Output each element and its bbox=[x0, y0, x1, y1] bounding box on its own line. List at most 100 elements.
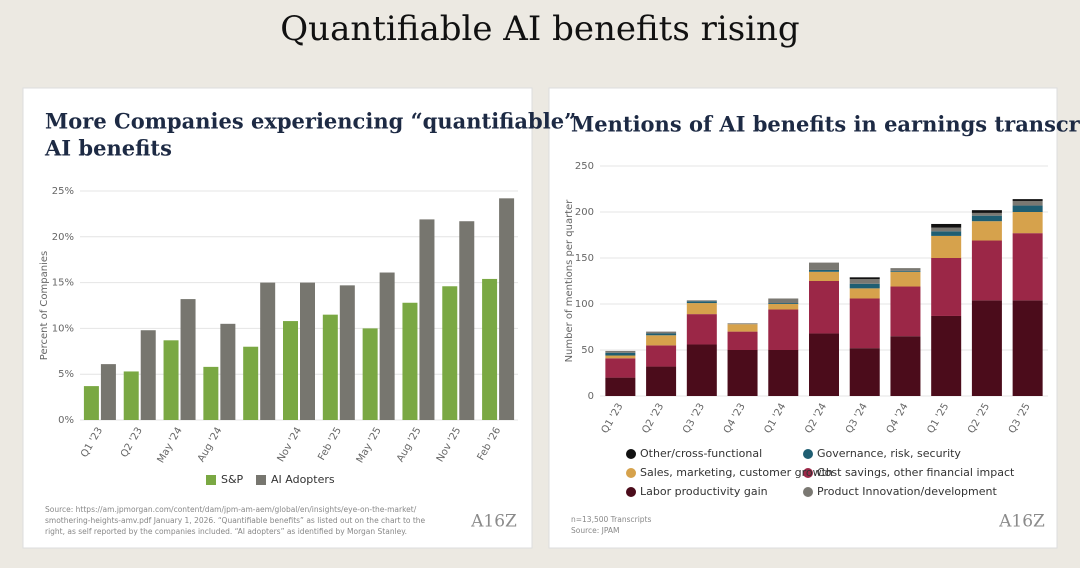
bar bbox=[499, 198, 515, 420]
bar-segment bbox=[971, 210, 1002, 213]
bar bbox=[442, 286, 458, 420]
bar-segment bbox=[971, 240, 1002, 301]
bar-segment bbox=[931, 315, 962, 396]
bar-segment bbox=[768, 303, 799, 304]
y-tick-label: 5% bbox=[58, 369, 74, 380]
bar bbox=[482, 278, 498, 420]
bar bbox=[339, 285, 355, 420]
bar-segment bbox=[646, 366, 677, 396]
bar-segment bbox=[1012, 300, 1043, 396]
y-tick-label: 20% bbox=[52, 232, 74, 243]
bar-segment bbox=[605, 355, 636, 359]
bar bbox=[379, 272, 395, 420]
legend-label: Labor productivity gain bbox=[640, 485, 768, 498]
legend-swatch bbox=[256, 475, 266, 485]
bar-segment bbox=[686, 303, 717, 315]
chart-title: Mentions of AI benefits in earnings tran… bbox=[571, 112, 1080, 137]
y-tick-label: 150 bbox=[575, 253, 594, 264]
bar-segment bbox=[768, 309, 799, 350]
bar-segment bbox=[931, 223, 962, 228]
legend-swatch bbox=[626, 468, 636, 478]
chart-title: More Companies experiencing “quantifiabl… bbox=[45, 109, 576, 134]
logo: A16Z bbox=[470, 512, 517, 532]
bar bbox=[283, 321, 298, 420]
bar-segment bbox=[931, 227, 962, 232]
bar-segment bbox=[605, 350, 636, 353]
legend-swatch bbox=[803, 468, 813, 478]
bar-segment bbox=[971, 212, 1002, 216]
page-title: Quantifiable AI benefits rising bbox=[280, 9, 799, 49]
bar-segment bbox=[971, 215, 1002, 222]
bar-segment bbox=[605, 352, 636, 356]
legend-label: Cost savings, other financial impact bbox=[817, 466, 1015, 479]
bar-segment bbox=[646, 333, 677, 336]
bar-segment bbox=[849, 348, 880, 396]
source-note: Source: JPAM bbox=[571, 526, 620, 535]
bar bbox=[402, 302, 418, 420]
bar-segment bbox=[686, 344, 717, 396]
bar-segment bbox=[849, 277, 880, 280]
bar-segment bbox=[809, 281, 839, 334]
y-tick-label: 15% bbox=[52, 278, 74, 289]
bar-segment bbox=[727, 324, 758, 332]
bar bbox=[243, 346, 259, 420]
bar-segment bbox=[890, 336, 921, 396]
legend-label: Sales, marketing, customer growth bbox=[640, 466, 833, 479]
legend-swatch bbox=[626, 487, 636, 497]
bar-segment bbox=[849, 283, 880, 289]
bar-segment bbox=[890, 271, 921, 287]
legend-label: S&P bbox=[221, 473, 244, 486]
legend-label: Product Innovation/development bbox=[817, 485, 997, 498]
bar bbox=[419, 219, 435, 420]
bar-segment bbox=[971, 221, 1002, 241]
y-axis-label: Percent of Companies bbox=[39, 251, 50, 360]
legend-label: AI Adopters bbox=[271, 473, 335, 486]
bar-segment bbox=[890, 286, 921, 337]
legend-label: Other/cross-functional bbox=[640, 447, 762, 460]
bar-segment bbox=[605, 377, 636, 396]
bar-segment bbox=[1012, 205, 1043, 212]
bar-segment bbox=[727, 323, 758, 325]
source-note: right, as self reported by the companies… bbox=[45, 527, 407, 536]
chart-title: AI benefits bbox=[44, 136, 172, 161]
bar bbox=[322, 314, 338, 420]
bar bbox=[260, 282, 276, 420]
bar-segment bbox=[931, 235, 962, 258]
bar bbox=[123, 371, 139, 420]
bar-segment bbox=[849, 298, 880, 349]
y-tick-label: 200 bbox=[575, 207, 594, 218]
bar bbox=[163, 340, 179, 420]
bar-segment bbox=[1012, 212, 1043, 234]
bar-segment bbox=[809, 262, 839, 270]
bar-segment bbox=[971, 300, 1002, 396]
source-note: smothering-heights-amv.pdf January 1, 20… bbox=[45, 516, 426, 525]
logo: A16Z bbox=[998, 512, 1045, 532]
bar-segment bbox=[646, 335, 677, 346]
bar-segment bbox=[849, 288, 880, 299]
bar-segment bbox=[1012, 200, 1043, 206]
bar bbox=[300, 282, 315, 420]
bar-segment bbox=[809, 269, 839, 272]
bar-segment bbox=[686, 314, 717, 345]
bar-segment bbox=[809, 333, 839, 396]
bar-segment bbox=[931, 231, 962, 236]
y-tick-label: 25% bbox=[52, 186, 74, 197]
bar-segment bbox=[768, 298, 799, 304]
y-tick-label: 50 bbox=[581, 345, 594, 356]
y-tick-label: 0% bbox=[58, 415, 74, 426]
legend-swatch bbox=[803, 449, 813, 459]
bar bbox=[83, 386, 99, 420]
legend-swatch bbox=[626, 449, 636, 459]
y-tick-label: 250 bbox=[575, 161, 594, 172]
bar-segment bbox=[1012, 199, 1043, 201]
bar-segment bbox=[686, 301, 717, 304]
bar-segment bbox=[727, 350, 758, 396]
bar-segment bbox=[646, 345, 677, 367]
bar bbox=[180, 299, 196, 420]
legend-swatch bbox=[206, 475, 216, 485]
bar-segment bbox=[890, 270, 921, 272]
bar-segment bbox=[849, 279, 880, 284]
bar bbox=[140, 330, 156, 420]
bar-segment bbox=[1012, 233, 1043, 301]
